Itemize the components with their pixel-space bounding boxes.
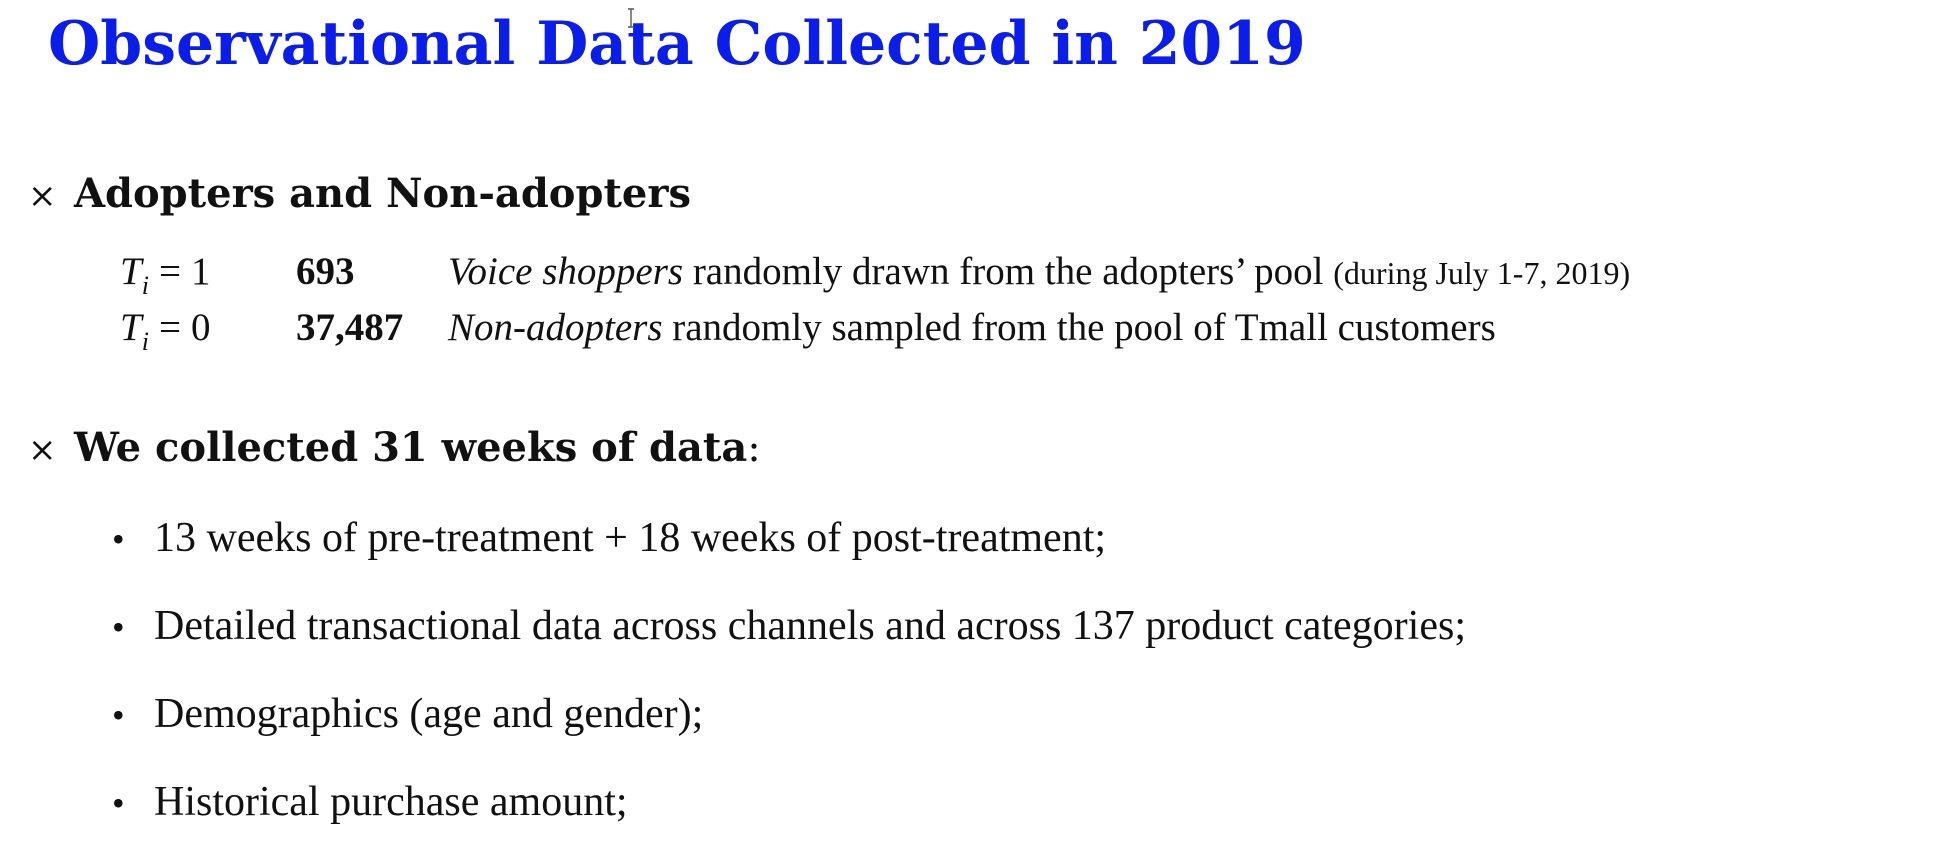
list-item: • Historical purchase amount; [112, 770, 1466, 858]
sample-description: Non-adopters randomly sampled from the p… [448, 306, 1496, 349]
section-adopters: × Adopters and Non-adopters [28, 168, 691, 222]
date-note: (during July 1-7, 2019) [1333, 255, 1631, 291]
section-marker: × [28, 176, 57, 216]
data-bullet-list: • 13 weeks of pre-treatment + 18 weeks of… [112, 506, 1466, 858]
treatment-condition: Ti = 0 [120, 306, 211, 356]
group-name: Non-adopters [448, 306, 663, 349]
list-item-text: Detailed transactional data across chann… [154, 603, 1466, 649]
section-heading: We collected 31 weeks of data [74, 424, 748, 471]
bullet-icon: • [112, 519, 125, 559]
bullet-icon: • [112, 783, 125, 823]
section-marker: × [28, 430, 57, 470]
bullet-icon: • [112, 695, 125, 735]
list-item: • Detailed transactional data across chan… [112, 594, 1466, 682]
text-cursor-icon [628, 8, 634, 28]
sample-count: 693 [296, 250, 355, 293]
list-item: • 13 weeks of pre-treatment + 18 weeks of… [112, 506, 1466, 594]
list-item: • Demographics (age and gender); [112, 682, 1466, 770]
list-item-text: Demographics (age and gender); [154, 691, 704, 737]
sample-count: 37,487 [296, 306, 404, 349]
list-item-text: 13 weeks of pre-treatment + 18 weeks of … [154, 515, 1107, 561]
sample-description: Voice shoppers randomly drawn from the a… [448, 250, 1631, 293]
group-name: Voice shoppers [448, 250, 684, 293]
section-heading: Adopters and Non-adopters [74, 170, 691, 217]
heading-suffix: : [747, 425, 761, 471]
bullet-icon: • [112, 607, 125, 647]
section-data-collection: × We collected 31 weeks of data: [28, 422, 761, 476]
slide-title: Observational Data Collected in 2019 [48, 9, 1306, 79]
treatment-condition: Ti = 1 [120, 250, 211, 300]
list-item-text: Historical purchase amount; [154, 779, 628, 825]
